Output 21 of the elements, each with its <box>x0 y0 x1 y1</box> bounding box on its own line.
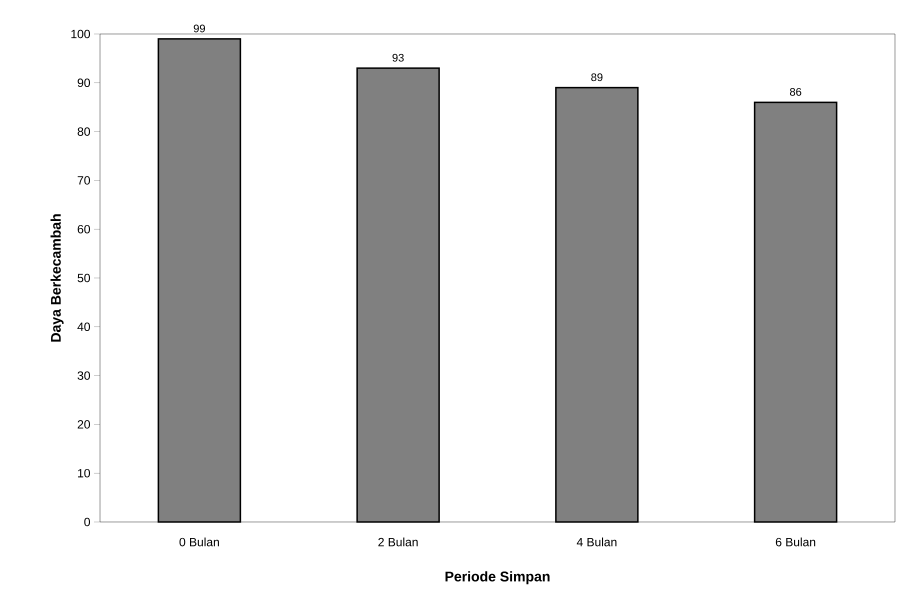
x-axis-title: Periode Simpan <box>446 571 550 584</box>
data-label: 99 <box>194 24 205 32</box>
x-tick-label: 4 Bulan <box>576 538 616 546</box>
y-tick-label: 100 <box>71 30 90 38</box>
data-label: 89 <box>591 73 602 82</box>
y-tick-label: 10 <box>78 468 90 478</box>
x-tick-label: 0 Bulan <box>180 538 219 546</box>
data-label: 93 <box>392 54 404 62</box>
y-tick-label: 70 <box>78 176 90 185</box>
y-tick-label: 90 <box>78 78 90 88</box>
y-tick-label: 20 <box>78 420 90 429</box>
y-tick-label: 60 <box>78 224 90 234</box>
y-axis-title: Daya Berkecambah <box>50 214 64 342</box>
y-tick-label: 50 <box>78 274 90 282</box>
y-tick-label: 30 <box>78 371 90 380</box>
y-tick-label: 0 <box>84 518 90 526</box>
y-tick-label: 80 <box>78 127 90 136</box>
x-tick-label: 2 Bulan <box>378 538 418 546</box>
x-tick-label: 6 Bulan <box>776 538 816 546</box>
y-tick-label: 40 <box>77 322 90 332</box>
data-label: 86 <box>790 88 802 96</box>
